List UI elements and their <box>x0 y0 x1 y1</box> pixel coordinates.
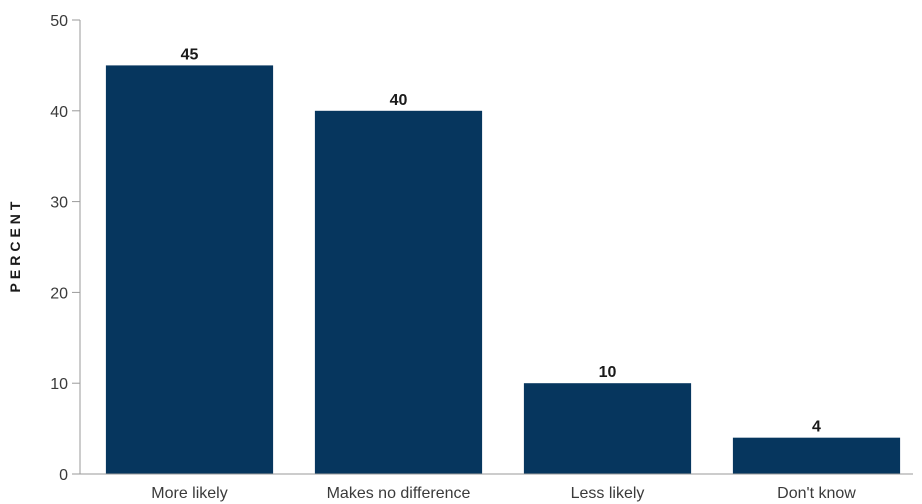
y-tick-label: 0 <box>59 467 68 484</box>
bar <box>523 383 692 474</box>
x-axis: More likely Makes no difference Less likel… <box>80 473 913 502</box>
y-axis-title: PERCENT <box>7 198 23 293</box>
bars: 45 40 10 4 <box>105 46 901 475</box>
data-label: 10 <box>599 364 617 381</box>
bar <box>105 65 274 475</box>
y-axis: 0 10 20 30 40 50 <box>50 13 81 484</box>
data-label: 4 <box>812 419 821 436</box>
x-tick-label: Less likely <box>571 485 645 502</box>
x-tick-label: More likely <box>151 485 227 502</box>
y-tick-label: 50 <box>50 13 68 30</box>
x-tick-label: Makes no difference <box>327 485 471 502</box>
y-tick-label: 10 <box>50 376 68 393</box>
bar <box>732 437 901 474</box>
data-label: 45 <box>181 46 199 63</box>
x-tick-label: Don't know <box>777 485 856 502</box>
y-tick-label: 30 <box>50 195 68 212</box>
y-tick-label: 40 <box>50 104 68 121</box>
y-tick-label: 20 <box>50 285 68 302</box>
bar <box>314 110 483 475</box>
data-label: 40 <box>390 92 408 109</box>
